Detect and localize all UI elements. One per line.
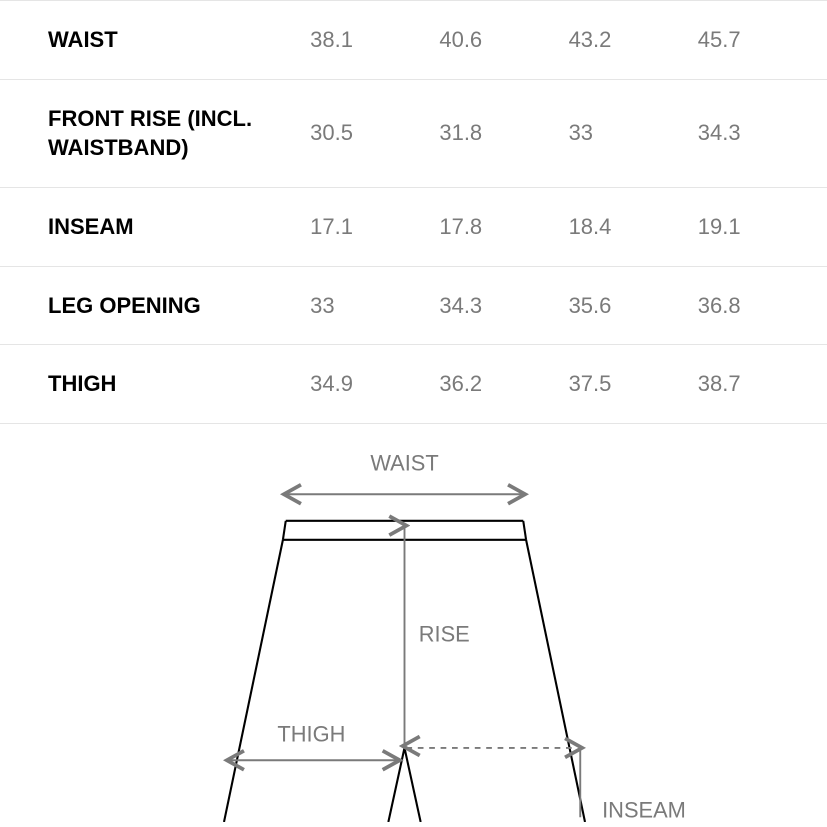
diagram-label-waist: WAIST — [370, 451, 438, 476]
table-row: FRONT RISE (INCL. WAISTBAND) 30.5 31.8 3… — [0, 79, 827, 187]
diagram-label-inseam: INSEAM — [602, 797, 686, 822]
row-value: 36.8 — [698, 266, 827, 345]
row-label: THIGH — [0, 345, 310, 424]
row-value: 40.6 — [439, 1, 568, 80]
table-row: WAIST 38.1 40.6 43.2 45.7 — [0, 1, 827, 80]
row-value: 17.8 — [439, 188, 568, 267]
row-value: 34.3 — [698, 79, 827, 187]
size-table: WAIST 38.1 40.6 43.2 45.7 FRONT RISE (IN… — [0, 0, 827, 424]
row-label: LEG OPENING — [0, 266, 310, 345]
row-value: 34.9 — [310, 345, 439, 424]
row-value: 38.7 — [698, 345, 827, 424]
size-table-body: WAIST 38.1 40.6 43.2 45.7 FRONT RISE (IN… — [0, 1, 827, 424]
row-value: 36.2 — [439, 345, 568, 424]
row-label: FRONT RISE (INCL. WAISTBAND) — [0, 79, 310, 187]
row-value: 45.7 — [698, 1, 827, 80]
row-value: 30.5 — [310, 79, 439, 187]
diagram-label-thigh: THIGH — [277, 721, 345, 746]
table-row: LEG OPENING 33 34.3 35.6 36.8 — [0, 266, 827, 345]
row-value: 37.5 — [569, 345, 698, 424]
row-value: 33 — [569, 79, 698, 187]
row-value: 19.1 — [698, 188, 827, 267]
row-value: 17.1 — [310, 188, 439, 267]
diagram-label-rise: RISE — [418, 622, 469, 647]
row-value: 18.4 — [569, 188, 698, 267]
row-value: 35.6 — [569, 266, 698, 345]
row-value: 33 — [310, 266, 439, 345]
table-row: INSEAM 17.1 17.8 18.4 19.1 — [0, 188, 827, 267]
measurement-diagram: WAIST RISE THIGH — [0, 442, 827, 822]
row-label: INSEAM — [0, 188, 310, 267]
row-label: WAIST — [0, 1, 310, 80]
row-value: 38.1 — [310, 1, 439, 80]
row-value: 31.8 — [439, 79, 568, 187]
row-value: 43.2 — [569, 1, 698, 80]
table-row: THIGH 34.9 36.2 37.5 38.7 — [0, 345, 827, 424]
shorts-diagram-svg: WAIST RISE THIGH — [134, 442, 694, 822]
row-value: 34.3 — [439, 266, 568, 345]
